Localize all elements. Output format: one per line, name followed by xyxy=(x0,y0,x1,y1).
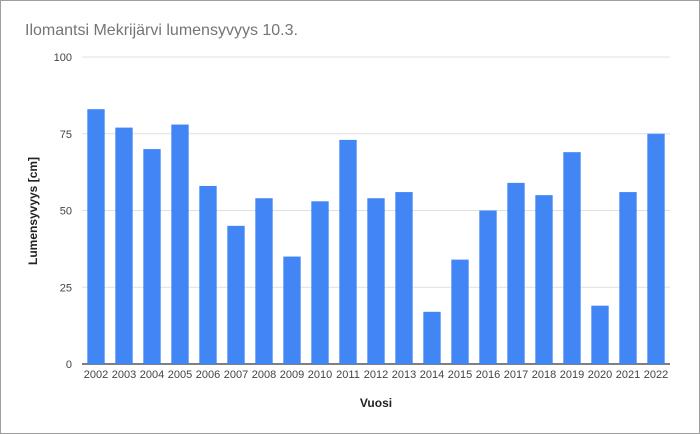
bars xyxy=(87,109,665,364)
x-tick-label: 2002 xyxy=(84,369,108,381)
x-tick-label: 2005 xyxy=(168,369,192,381)
y-tick-label: 25 xyxy=(60,282,72,294)
bar-2020 xyxy=(591,305,609,364)
bar-2007 xyxy=(227,225,245,364)
x-tick-label: 2022 xyxy=(644,369,668,381)
bar-2002 xyxy=(87,109,105,364)
x-tick-label: 2019 xyxy=(560,369,584,381)
x-tick-label: 2015 xyxy=(448,369,472,381)
x-tick-label: 2003 xyxy=(112,369,136,381)
x-tick-label: 2011 xyxy=(336,369,360,381)
y-axis-title: Lumensyvyys [cm] xyxy=(26,157,40,265)
x-tick-label: 2006 xyxy=(196,369,220,381)
bar-2006 xyxy=(199,185,217,364)
y-tick-label: 0 xyxy=(66,359,72,371)
bar-2012 xyxy=(367,198,385,364)
bar-2021 xyxy=(619,192,637,364)
x-tick-labels: 2002 2003 2004 2005 2006 2007 2008 2009 2010 2011… xyxy=(84,369,668,381)
x-tick-label: 2014 xyxy=(420,369,444,381)
x-tick-label: 2018 xyxy=(532,369,556,381)
x-tick-label: 2016 xyxy=(476,369,500,381)
bar-2013 xyxy=(395,192,413,364)
x-tick-label: 2008 xyxy=(252,369,276,381)
chart-title: Ilomantsi Mekrijärvi lumensyvyys 10.3. xyxy=(25,22,298,39)
y-tick-label: 75 xyxy=(60,129,72,141)
bar-2011 xyxy=(339,139,357,364)
bar-2019 xyxy=(563,152,581,364)
bar-2005 xyxy=(171,124,189,364)
x-tick-label: 2012 xyxy=(364,369,388,381)
y-tick-labels: 0 25 50 75 100 xyxy=(54,52,72,371)
y-tick-label: 100 xyxy=(54,52,72,64)
x-tick-label: 2009 xyxy=(280,369,304,381)
x-tick-label: 2007 xyxy=(224,369,248,381)
bar-2010 xyxy=(311,201,329,364)
x-axis-title: Vuosi xyxy=(360,396,392,410)
bar-2017 xyxy=(507,182,525,364)
bar-2008 xyxy=(255,198,273,364)
x-tick-label: 2013 xyxy=(392,369,416,381)
bar-2015 xyxy=(451,259,469,364)
x-tick-label: 2004 xyxy=(140,369,164,381)
bar-2014 xyxy=(423,311,441,364)
bar-2003 xyxy=(115,127,133,364)
bar-2022 xyxy=(647,133,665,364)
x-tick-label: 2021 xyxy=(616,369,640,381)
bar-2016 xyxy=(479,210,497,364)
bar-2018 xyxy=(535,195,553,364)
x-tick-label: 2020 xyxy=(588,369,612,381)
y-tick-label: 50 xyxy=(60,206,72,218)
bar-2009 xyxy=(283,256,301,364)
x-tick-label: 2010 xyxy=(308,369,332,381)
bar-2004 xyxy=(143,149,161,364)
x-tick-label: 2017 xyxy=(504,369,528,381)
